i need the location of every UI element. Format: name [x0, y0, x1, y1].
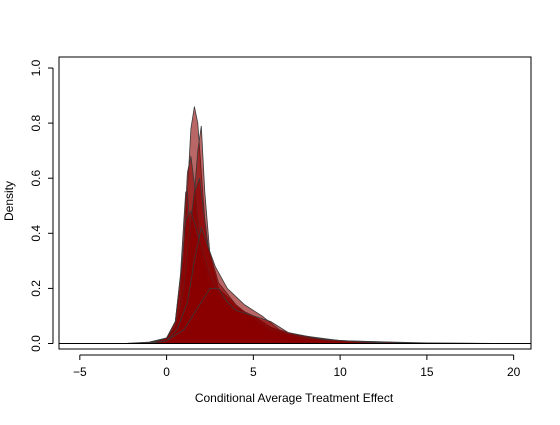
plot-frame	[58, 56, 532, 350]
x-tick-label: −5	[73, 365, 87, 379]
x-tick-label: 20	[507, 365, 521, 379]
x-tick-label: 15	[420, 365, 434, 379]
x-tick-label: 10	[333, 365, 347, 379]
series-layer	[123, 106, 514, 344]
x-axis: −5 0 5 10 15 20	[73, 354, 521, 379]
y-tick-label: 0.8	[29, 114, 43, 131]
y-tick-label: 1.0	[29, 59, 43, 76]
y-tick-label: 0.6	[29, 170, 43, 187]
y-tick-label: 0.2	[29, 280, 43, 297]
y-tick-label: 0.4	[29, 225, 43, 242]
y-tick-label: 0.0	[29, 335, 43, 352]
y-axis: 0.0 0.2 0.4 0.6 0.8 1.0	[29, 59, 54, 352]
x-tick-label: 5	[250, 365, 257, 379]
x-tick-label: 0	[163, 365, 170, 379]
x-axis-title: Conditional Average Treatment Effect	[195, 391, 394, 405]
y-axis-title: Density	[2, 181, 16, 221]
density-series-8	[149, 288, 393, 344]
